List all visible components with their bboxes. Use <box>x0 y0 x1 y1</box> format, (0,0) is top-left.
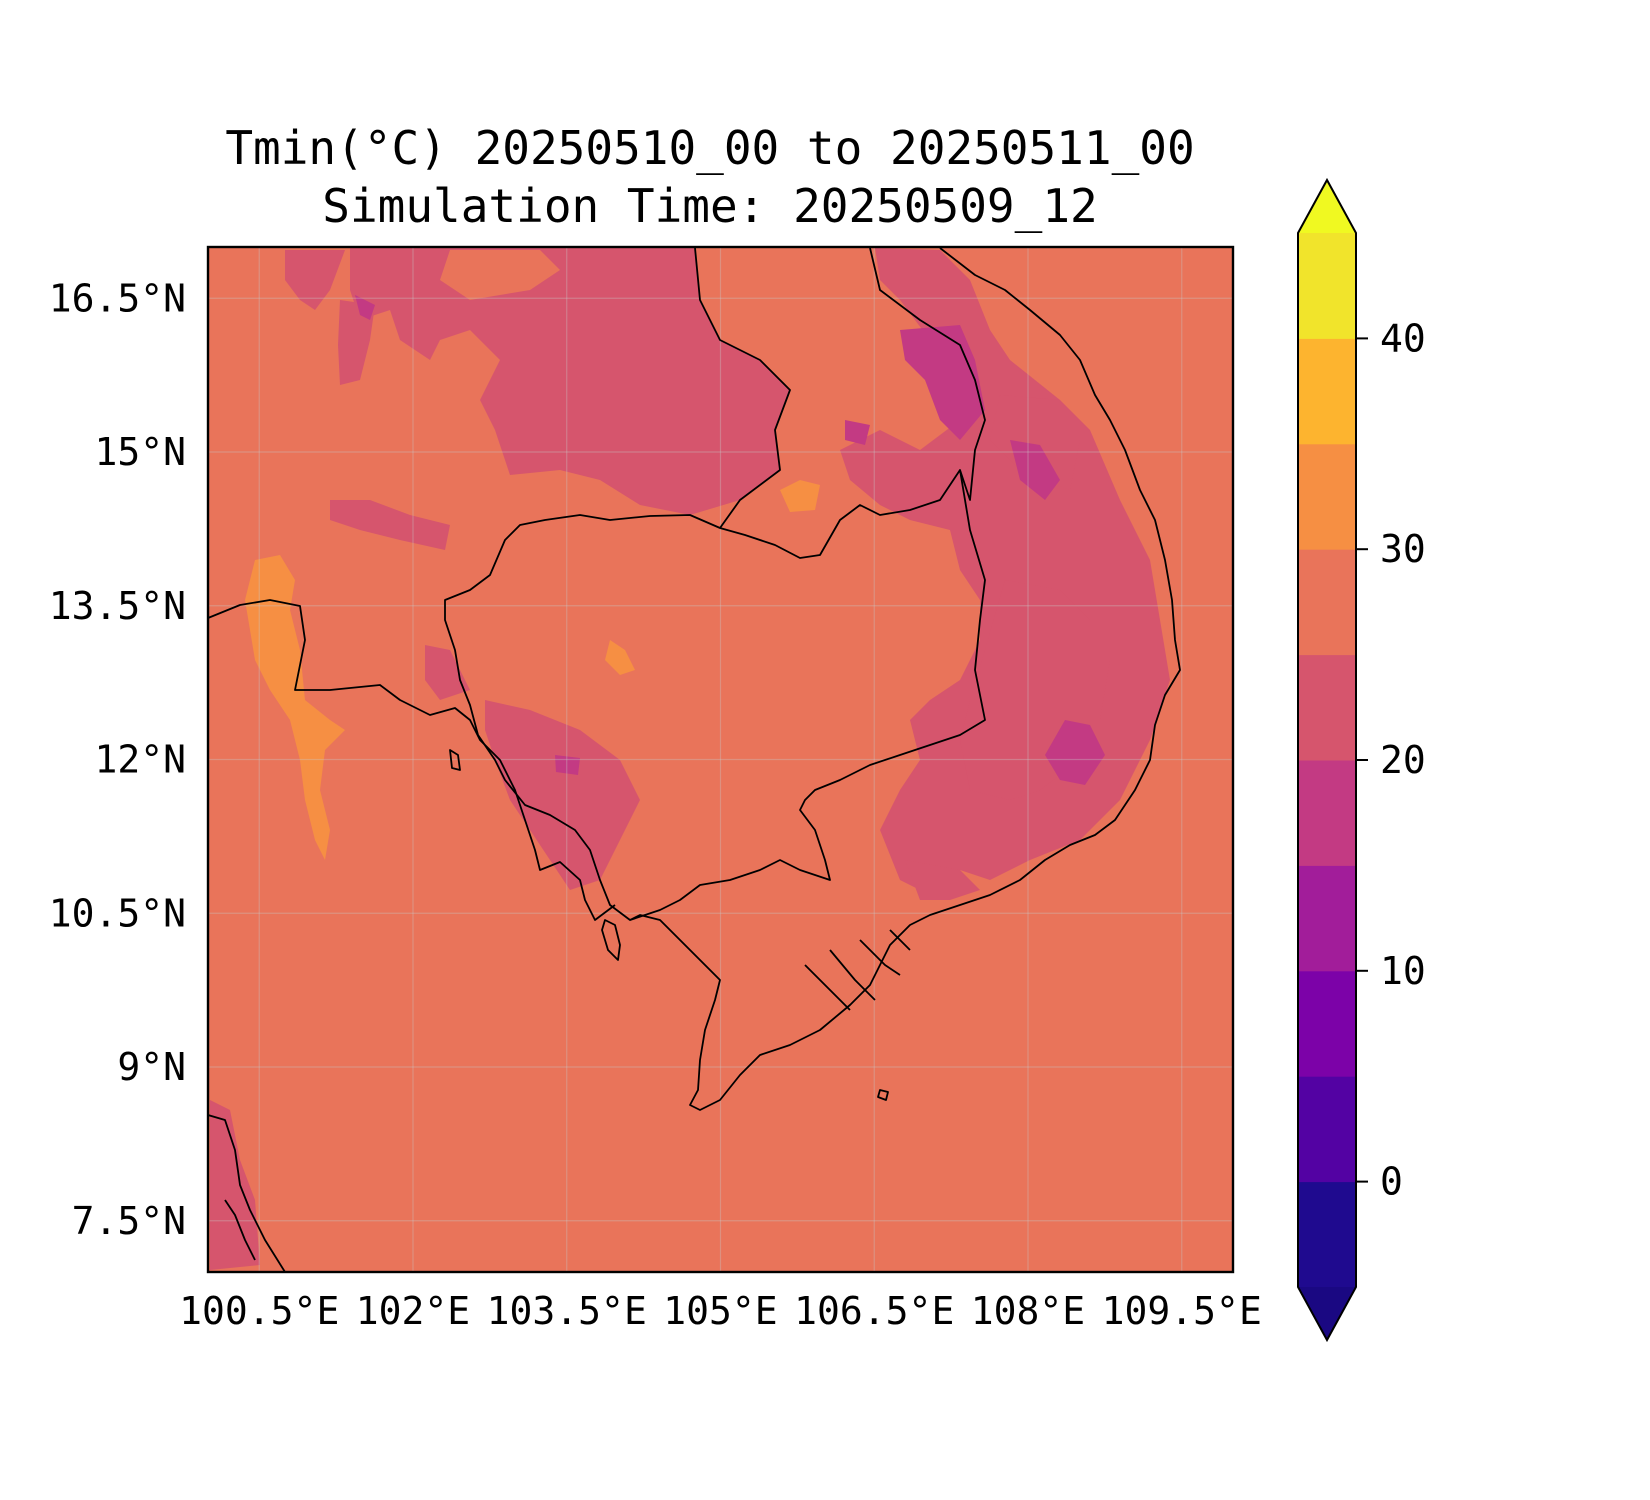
laos-vietnam-border <box>694 247 791 529</box>
lat-tick-label: 7.5°N <box>72 1199 186 1243</box>
chart-subtitle: Simulation Time: 20250509_12 <box>322 179 1098 233</box>
lon-tick-label: 105°E <box>663 1289 777 1333</box>
lon-tick-label: 102°E <box>356 1289 470 1333</box>
mekong-delta-channels <box>804 929 911 1011</box>
lon-tick-label: 106.5°E <box>794 1289 954 1333</box>
lon-tick-label: 103.5°E <box>487 1289 647 1333</box>
temperature-field <box>210 248 1170 1270</box>
colorbar-band <box>1298 760 1356 866</box>
lon-tick-label: 100.5°E <box>179 1289 339 1333</box>
colorbar-band <box>1298 549 1356 656</box>
contour-30-35 <box>245 480 820 860</box>
thailand-cambodia-border <box>208 599 616 921</box>
colorbar: 0 10 20 30 40 <box>1297 177 1426 1343</box>
map-frame <box>206 245 1235 1274</box>
malay-peninsula-coast <box>208 1114 286 1272</box>
colorbar-tick-label: 30 <box>1380 527 1426 571</box>
colorbar-band <box>1298 654 1356 761</box>
kong-island <box>449 749 461 771</box>
lat-tick-label: 16.5°N <box>49 276 186 320</box>
lat-tick-label: 12°N <box>94 738 186 782</box>
colorbar-band <box>1298 865 1356 972</box>
contour-15-20 <box>355 295 1105 785</box>
cambodia-outline <box>444 469 986 921</box>
colorbar-extend-max <box>1298 180 1356 233</box>
con-dao-island <box>877 1089 889 1101</box>
vietnam-coast <box>629 247 1181 1111</box>
colorbar-extend-min <box>1298 1287 1356 1340</box>
map-gridlines <box>208 247 1233 1272</box>
laos-border-north <box>869 247 986 501</box>
colorbar-tick-label: 0 <box>1380 1160 1403 1204</box>
colorbar-band <box>1298 233 1356 339</box>
lat-tick-label: 10.5°N <box>49 891 186 935</box>
chart-title: Tmin(°C) 20250510_00 to 20250511_00 <box>225 121 1195 175</box>
colorbar-tick-label: 10 <box>1380 949 1426 993</box>
coastlines-and-borders <box>208 247 1181 1272</box>
colorbar-band <box>1298 1076 1356 1183</box>
lon-tick-label: 108°E <box>971 1289 1085 1333</box>
lat-tick-label: 9°N <box>117 1045 186 1089</box>
lat-tick-label: 15°N <box>94 430 186 474</box>
phu-quoc-island <box>601 919 621 961</box>
colorbar-band <box>1298 443 1356 550</box>
lon-tick-label: 109.5°E <box>1102 1289 1262 1333</box>
colorbar-band <box>1298 970 1356 1077</box>
colorbar-outline <box>1297 177 1357 1343</box>
longitude-tick-labels: 100.5°E 102°E 103.5°E 105°E 106.5°E 108°E 109.… <box>179 1289 1262 1333</box>
colorbar-tick-label: 20 <box>1380 738 1426 782</box>
lat-tick-label: 13.5°N <box>49 584 186 628</box>
colorbar-tick-label: 40 <box>1380 316 1426 360</box>
colorbar-band <box>1298 1181 1356 1288</box>
peninsula-inner <box>224 1199 256 1261</box>
colorbar-band <box>1298 338 1356 445</box>
latitude-tick-labels: 16.5°N 15°N 13.5°N 12°N 10.5°N 9°N 7.5°N <box>49 276 186 1243</box>
